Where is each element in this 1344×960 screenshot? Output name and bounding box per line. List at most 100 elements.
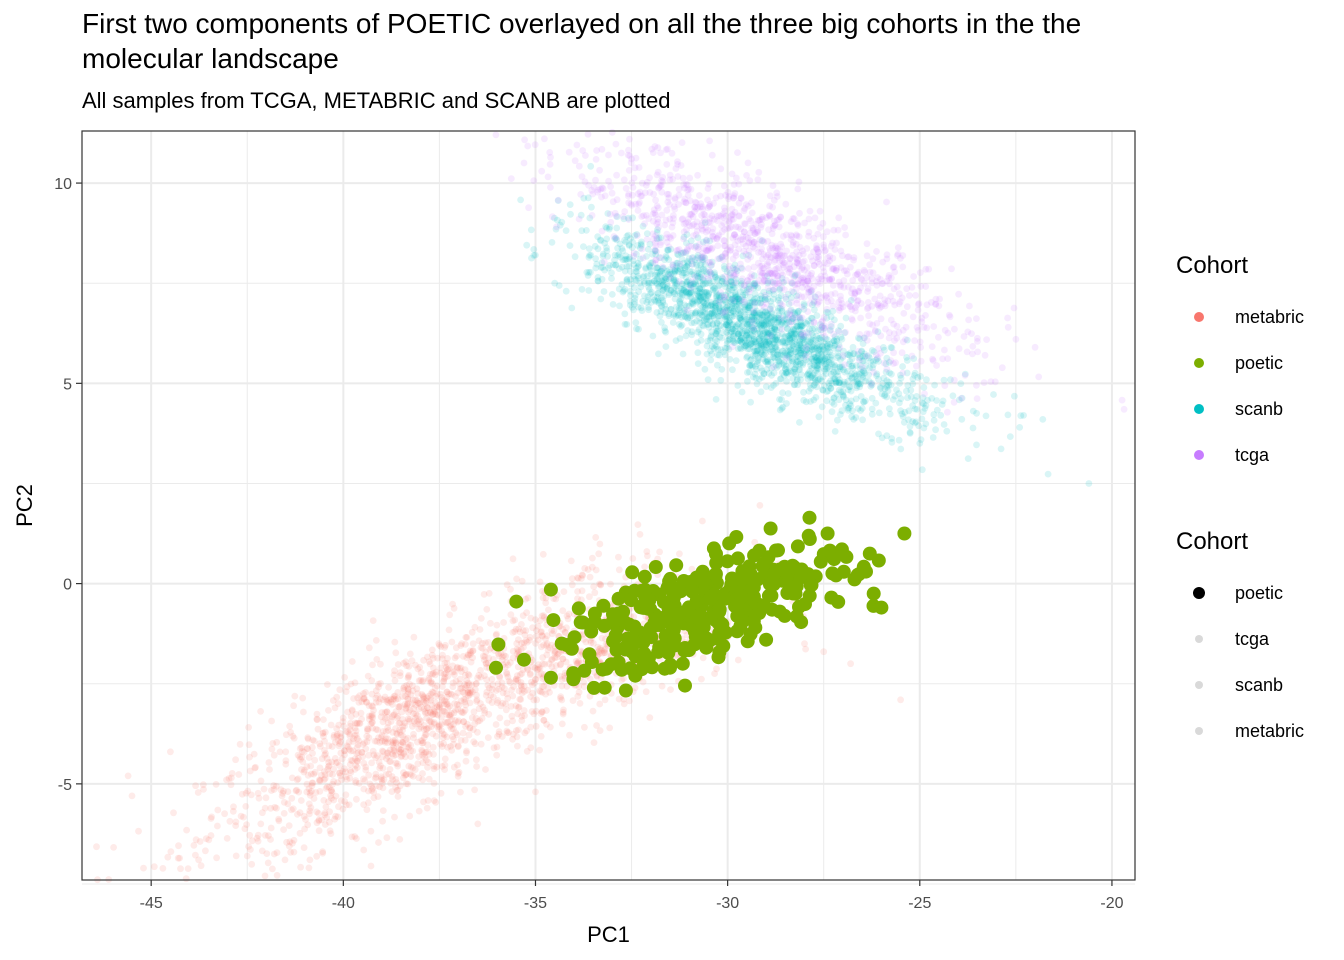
point-metabric: [389, 728, 397, 736]
point-scanb: [695, 292, 702, 299]
point-scanb: [806, 371, 813, 378]
point-scanb: [566, 201, 574, 209]
point-tcga: [836, 344, 844, 352]
point-metabric: [397, 731, 405, 739]
point-metabric: [238, 790, 246, 798]
point-metabric: [509, 647, 517, 655]
point-tcga: [787, 279, 795, 286]
point-tcga: [610, 233, 618, 240]
point-metabric: [434, 690, 441, 698]
point-metabric: [425, 750, 433, 758]
point-metabric: [440, 740, 447, 747]
point-metabric: [443, 688, 451, 696]
point-tcga: [823, 228, 831, 236]
point-metabric: [337, 797, 345, 804]
point-metabric: [402, 780, 410, 788]
point-tcga: [786, 320, 793, 328]
point-scanb: [624, 231, 632, 239]
point-metabric: [302, 816, 309, 823]
point-metabric: [288, 794, 296, 802]
point-metabric: [282, 757, 290, 764]
point-scanb: [787, 367, 795, 375]
point-metabric: [543, 642, 550, 649]
grid-lines: [82, 131, 1135, 885]
point-scanb: [791, 369, 798, 376]
point-tcga: [785, 269, 793, 276]
point-metabric: [419, 739, 427, 747]
point-tcga: [805, 232, 812, 240]
point-scanb: [753, 380, 761, 388]
point-metabric: [387, 758, 394, 765]
point-scanb: [831, 428, 839, 435]
point-tcga: [648, 145, 656, 153]
point-metabric: [820, 648, 828, 656]
point-metabric: [590, 639, 597, 647]
point-metabric: [531, 664, 539, 672]
point-metabric: [501, 685, 508, 692]
point-metabric: [386, 746, 394, 754]
point-metabric: [537, 643, 545, 651]
point-metabric: [489, 681, 497, 689]
point-metabric: [246, 831, 254, 839]
point-metabric: [378, 737, 386, 745]
point-metabric: [444, 655, 451, 662]
point-metabric: [544, 684, 552, 692]
point-metabric: [631, 684, 639, 692]
point-metabric: [590, 739, 598, 746]
point-metabric: [447, 721, 455, 729]
point-metabric: [500, 619, 507, 626]
point-scanb: [889, 396, 897, 403]
point-tcga: [708, 272, 715, 279]
point-metabric: [310, 795, 318, 802]
point-metabric: [419, 677, 427, 684]
point-scanb: [793, 375, 801, 383]
point-metabric: [581, 565, 589, 572]
point-metabric: [252, 763, 259, 771]
point-metabric: [445, 690, 453, 698]
point-metabric: [365, 787, 372, 795]
point-metabric: [388, 738, 395, 746]
point-metabric: [505, 729, 512, 736]
point-metabric: [362, 766, 370, 774]
point-metabric: [309, 749, 316, 757]
point-metabric: [542, 594, 550, 602]
point-metabric: [518, 689, 526, 697]
point-metabric: [322, 750, 329, 757]
point-metabric: [363, 738, 371, 746]
point-metabric: [574, 574, 581, 582]
point-metabric: [261, 804, 269, 812]
point-scanb: [888, 438, 896, 446]
point-metabric: [336, 762, 343, 769]
point-metabric: [374, 726, 382, 734]
point-metabric: [140, 864, 147, 872]
point-scanb: [747, 340, 754, 348]
point-metabric: [423, 694, 431, 702]
point-scanb: [730, 330, 738, 337]
point-metabric: [457, 697, 465, 705]
point-tcga: [605, 151, 612, 159]
point-metabric: [519, 666, 527, 673]
point-metabric: [575, 657, 583, 665]
point-tcga: [747, 285, 754, 293]
point-scanb: [729, 366, 736, 374]
point-metabric: [469, 647, 476, 655]
point-metabric: [360, 801, 368, 808]
point-metabric: [402, 692, 409, 700]
point-metabric: [546, 723, 554, 731]
point-metabric: [532, 639, 539, 647]
point-metabric: [399, 738, 407, 746]
point-metabric: [538, 708, 546, 716]
point-tcga: [890, 285, 898, 293]
point-scanb: [915, 422, 922, 430]
point-metabric: [394, 713, 402, 720]
point-metabric: [443, 694, 451, 701]
point-metabric: [315, 776, 323, 784]
point-metabric: [307, 770, 315, 778]
point-metabric: [596, 580, 603, 588]
point-tcga: [925, 265, 933, 273]
point-metabric: [451, 671, 458, 678]
point-metabric: [370, 751, 378, 759]
point-metabric: [390, 739, 397, 747]
point-tcga: [899, 369, 907, 377]
point-metabric: [432, 668, 440, 676]
